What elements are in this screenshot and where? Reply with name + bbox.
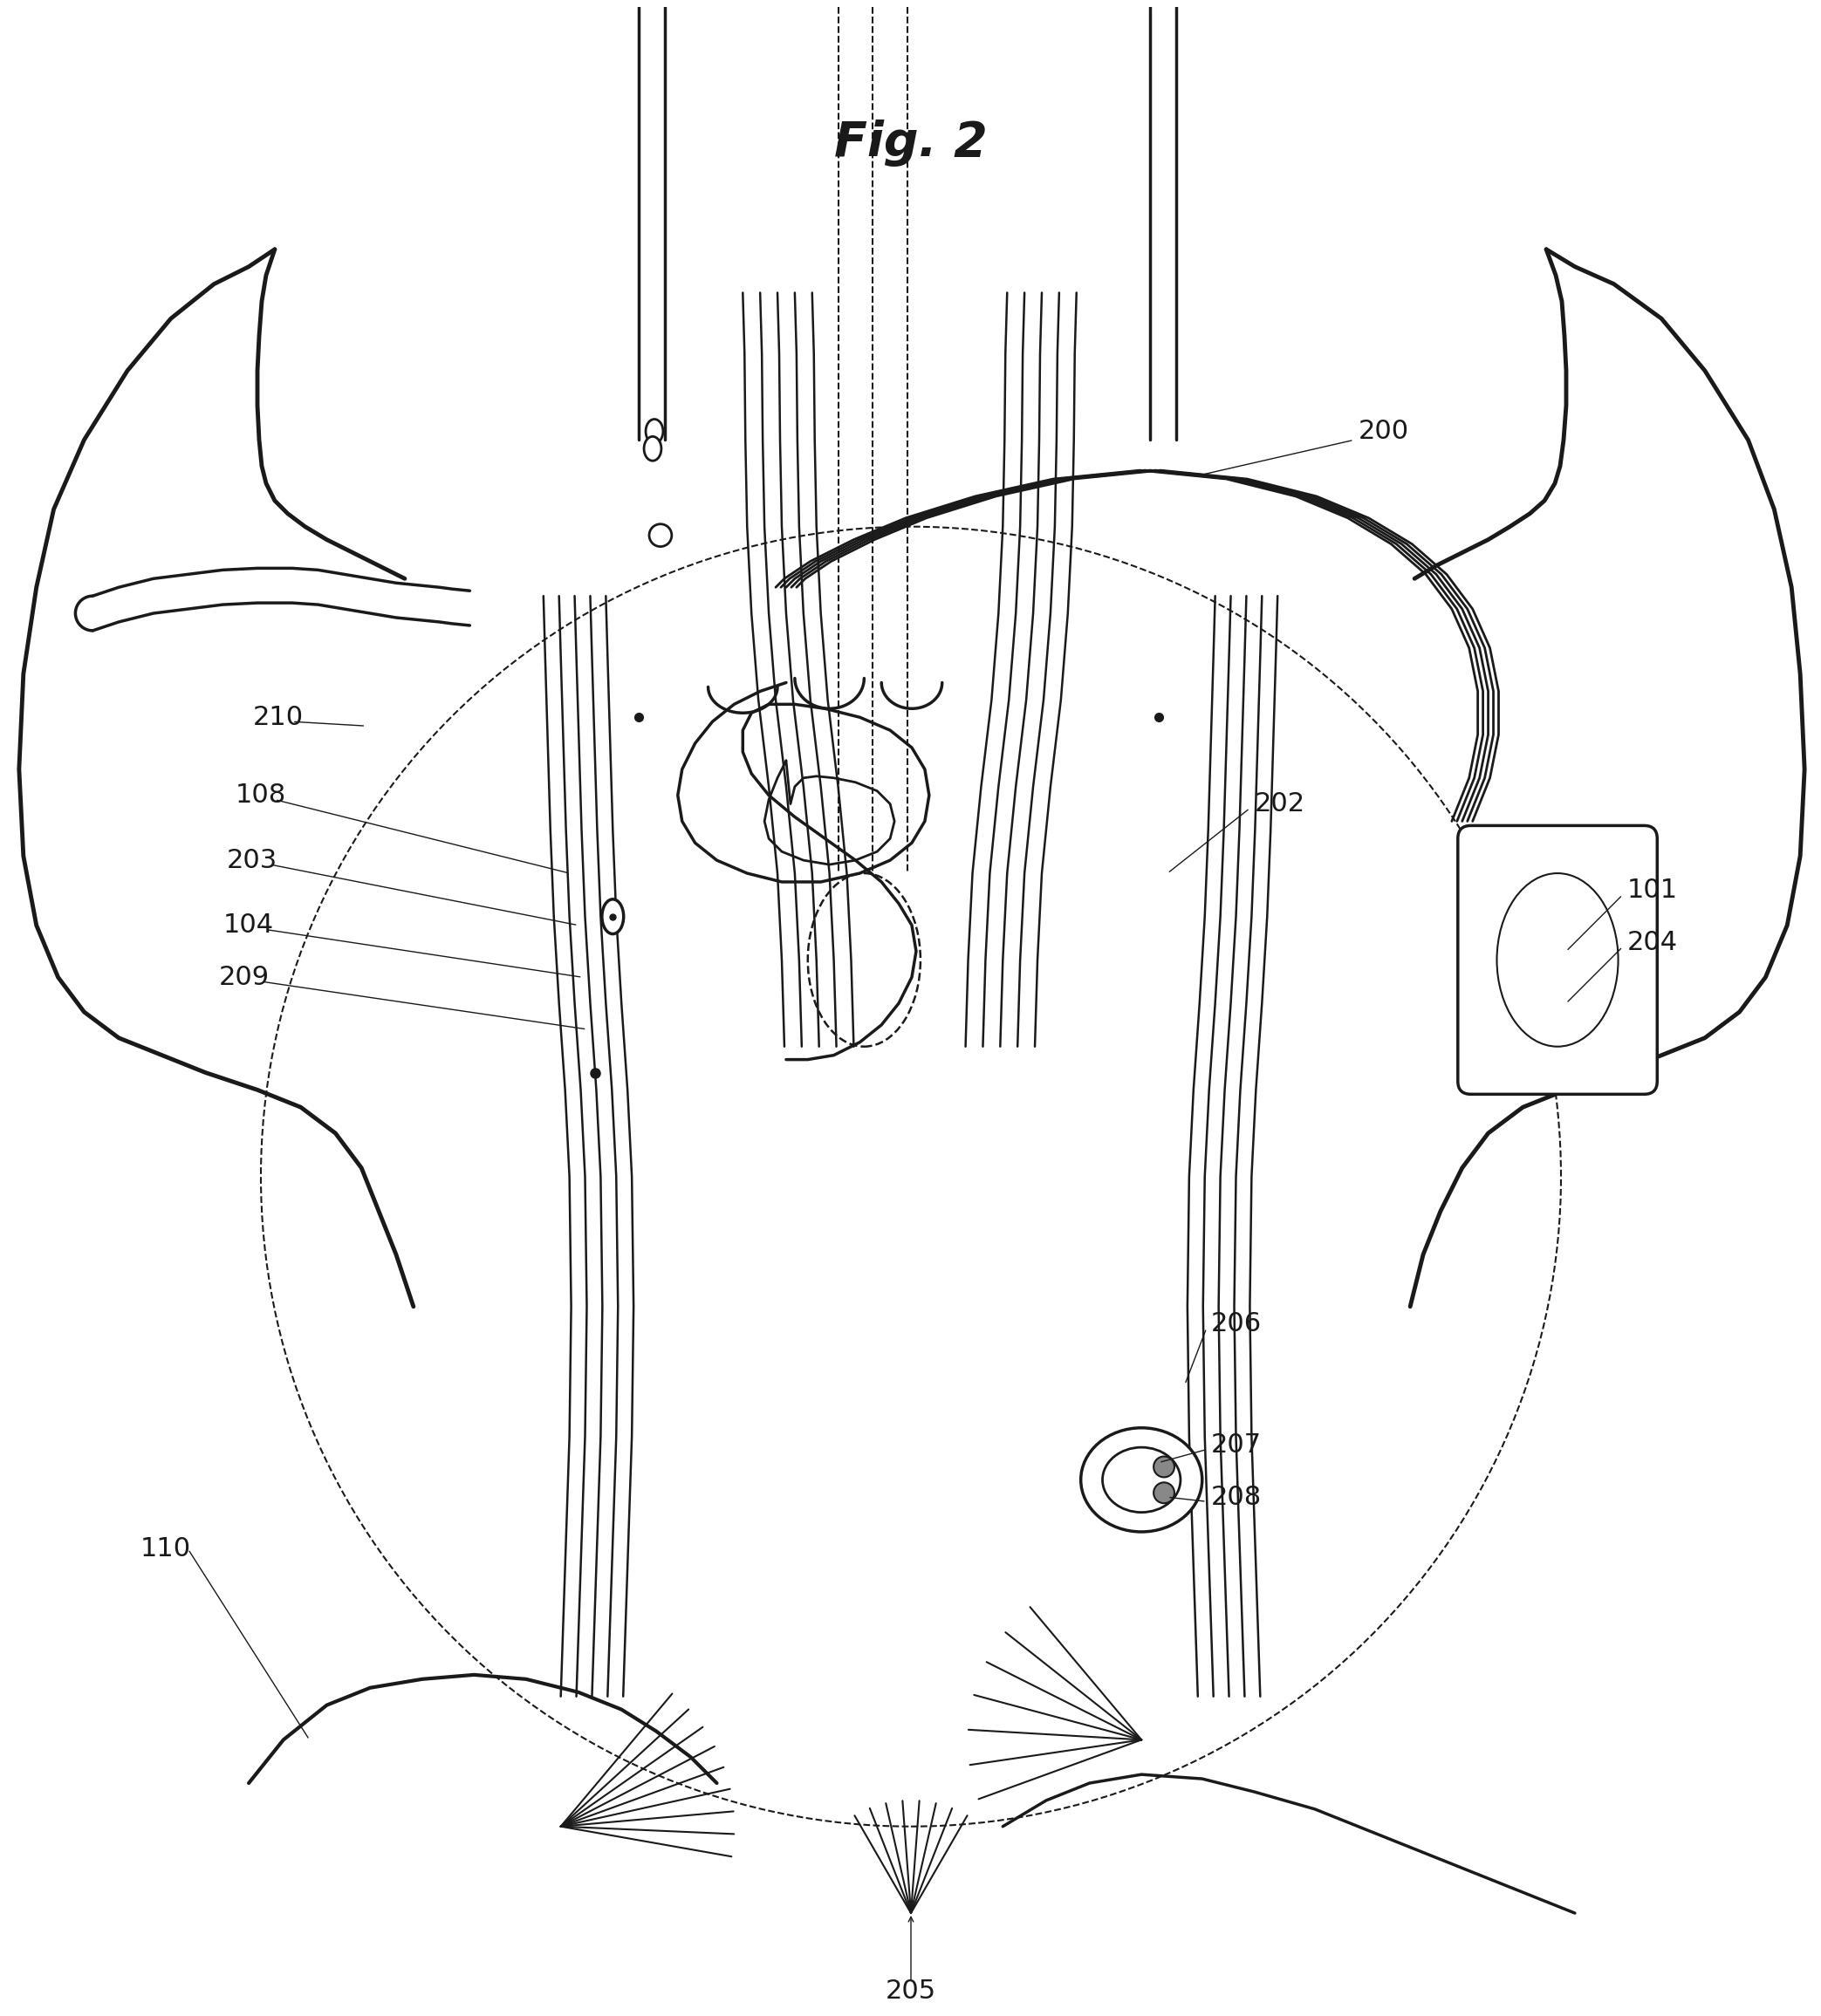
Circle shape [648, 524, 672, 546]
Text: 205: 205 [885, 1978, 936, 2004]
Text: 210: 210 [253, 706, 304, 730]
FancyBboxPatch shape [1459, 827, 1657, 1095]
Ellipse shape [1082, 1427, 1202, 1532]
Circle shape [1153, 1456, 1175, 1478]
Ellipse shape [1102, 1447, 1180, 1512]
Ellipse shape [646, 419, 663, 444]
Ellipse shape [645, 437, 661, 462]
Ellipse shape [603, 899, 623, 933]
Text: 104: 104 [222, 913, 273, 937]
Text: 203: 203 [228, 847, 279, 873]
Text: 209: 209 [219, 964, 270, 990]
Text: 204: 204 [1626, 929, 1677, 956]
Text: 110: 110 [140, 1536, 191, 1562]
Circle shape [1153, 1482, 1175, 1504]
Text: 101: 101 [1626, 877, 1677, 903]
Text: 207: 207 [1211, 1433, 1262, 1458]
Text: 206: 206 [1211, 1310, 1262, 1337]
Text: 208: 208 [1211, 1484, 1262, 1510]
Text: Fig. 2: Fig. 2 [834, 119, 987, 167]
Text: 108: 108 [235, 782, 286, 808]
Text: 202: 202 [1255, 790, 1306, 816]
Text: 200: 200 [1358, 419, 1409, 444]
